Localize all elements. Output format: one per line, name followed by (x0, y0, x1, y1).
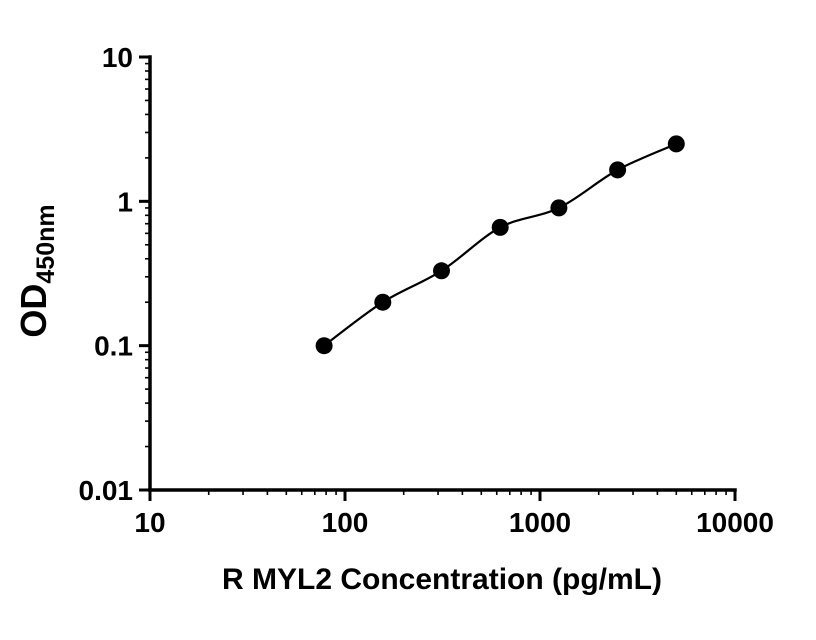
y-tick-label: 0.01 (79, 475, 134, 506)
x-tick-label: 10 (134, 507, 165, 538)
data-point (667, 135, 685, 153)
data-point (374, 293, 392, 311)
data-point (609, 161, 627, 179)
x-tick-label: 10000 (696, 507, 774, 538)
x-tick-label: 100 (322, 507, 369, 538)
y-axis-title-base: OD (13, 284, 54, 338)
x-axis-title: R MYL2 Concentration (pg/mL) (222, 563, 662, 596)
y-tick-label: 0.1 (94, 331, 133, 362)
data-point (433, 262, 450, 280)
y-tick-label: 1 (117, 186, 133, 217)
y-axis-title: OD450nm (13, 204, 60, 337)
plot-area: 10 100 1000 10000 0.01 0.1 1 10 (79, 42, 774, 538)
data-point (491, 218, 509, 236)
x-tick-label: 1000 (509, 507, 571, 538)
data-point (315, 337, 333, 355)
y-tick-label: 10 (102, 42, 133, 73)
data-point (550, 199, 568, 217)
y-axis-title-subscript: 450nm (32, 204, 60, 283)
